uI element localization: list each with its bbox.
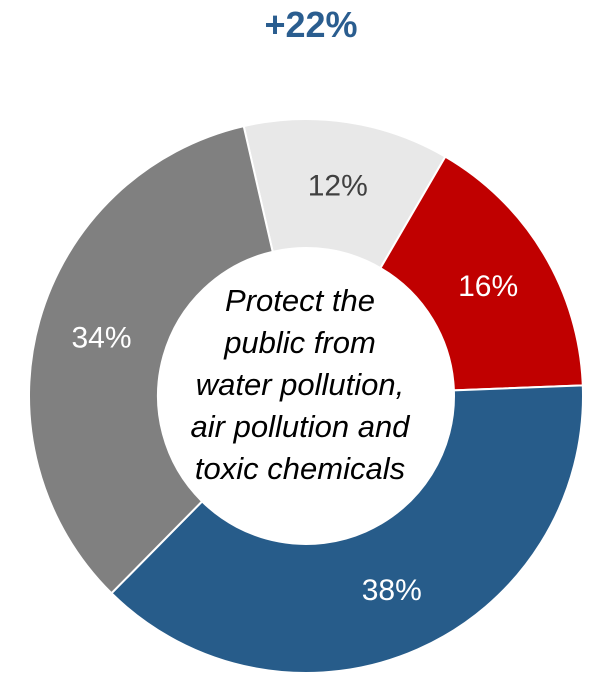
- center-label-line: Protect the: [225, 283, 375, 318]
- slice-value-label: 16%: [458, 270, 518, 303]
- donut-center-label: Protect the public from water pollution,…: [150, 280, 450, 490]
- center-label-line: water pollution,: [195, 367, 405, 402]
- center-label-line: air pollution and: [190, 409, 410, 444]
- slice-value-label: 12%: [308, 169, 368, 202]
- donut-slice: [28, 124, 274, 595]
- donut-slice: [110, 384, 584, 674]
- slice-value-label: 38%: [362, 574, 422, 607]
- slice-value-label: 34%: [72, 322, 132, 355]
- donut-slice: [379, 155, 584, 392]
- center-label-line: toxic chemicals: [194, 451, 406, 486]
- center-label-line: public from: [224, 325, 376, 360]
- headline-value: +22%: [264, 4, 358, 45]
